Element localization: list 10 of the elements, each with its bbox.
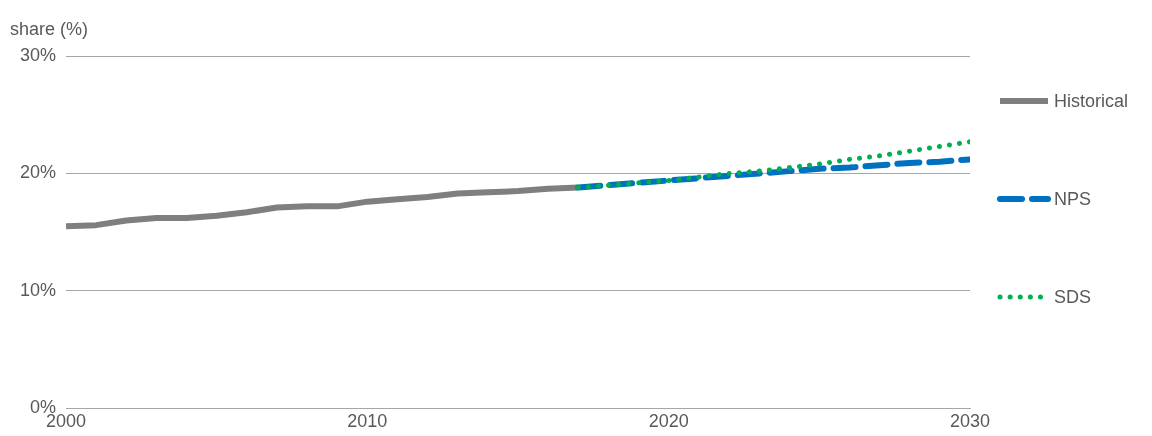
x-tick-label: 2020 (648, 411, 689, 432)
x-tick-label: 2010 (347, 411, 388, 432)
y-tick-label: 20% (20, 162, 57, 183)
legend-label: NPS (1054, 188, 1092, 210)
x-tick-label: 2030 (949, 411, 991, 432)
legend-label: Historical (1054, 90, 1129, 112)
legend-label: SDS (1054, 286, 1092, 308)
y-tick-label: 10% (20, 279, 57, 300)
y-axis-title: share (%) (10, 18, 89, 39)
y-tick-label: 30% (20, 44, 57, 65)
